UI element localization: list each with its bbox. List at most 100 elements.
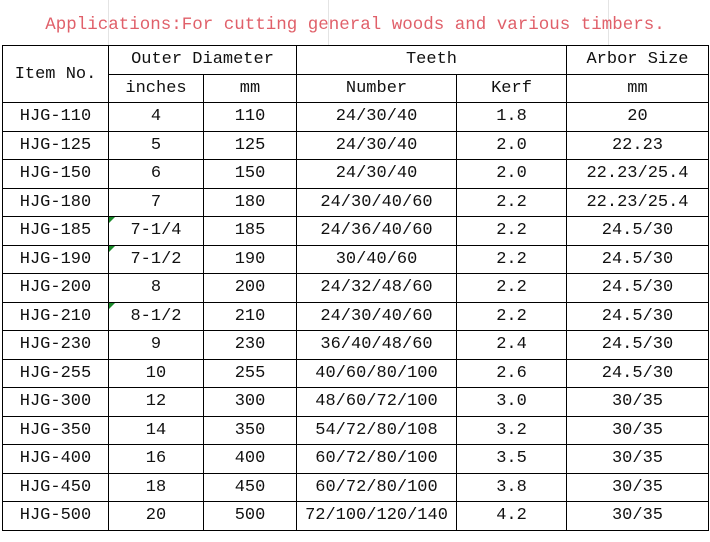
cell-item-no: HJG-210 — [2, 301, 109, 331]
cell-item-no: HJG-185 — [2, 216, 109, 246]
table-row: HJG-400 16 400 60/72/80/100 3.5 30/35 — [2, 444, 709, 474]
cell-arbor-size: 22.23/25.4 — [566, 187, 709, 217]
cell-inches: 7 — [108, 187, 204, 217]
cell-arbor-size: 30/35 — [566, 501, 709, 531]
cell-mm: 450 — [203, 472, 297, 502]
cell-mm: 210 — [203, 301, 297, 331]
cell-mm: 180 — [203, 187, 297, 217]
applications-title: Applications:For cutting general woods a… — [45, 15, 665, 35]
header-kerf: Kerf — [456, 73, 567, 103]
cell-inches: 7-1/4 — [108, 216, 204, 246]
cell-teeth-number: 48/60/72/100 — [296, 387, 457, 417]
cell-inches: 10 — [108, 358, 204, 388]
cell-arbor-size: 30/35 — [566, 387, 709, 417]
cell-inches: 12 — [108, 387, 204, 417]
cell-arbor-size: 22.23 — [566, 130, 709, 160]
cell-teeth-number: 60/72/80/100 — [296, 472, 457, 502]
cell-inches: 5 — [108, 130, 204, 160]
cell-kerf: 3.8 — [456, 472, 567, 502]
header-outer-diameter: Outer Diameter — [108, 45, 297, 75]
cell-kerf: 3.5 — [456, 444, 567, 474]
cell-kerf: 2.2 — [456, 273, 567, 303]
table-row: HJG-255 10 255 40/60/80/100 2.6 24.5/30 — [2, 358, 709, 388]
table-row: HJG-125 5 125 24/30/40 2.0 22.23 — [2, 130, 709, 160]
header-item-no: Item No. — [2, 45, 109, 103]
cell-mm: 255 — [203, 358, 297, 388]
header-teeth: Teeth — [296, 45, 567, 75]
cell-arbor-size: 24.5/30 — [566, 301, 709, 331]
cell-arbor-size: 30/35 — [566, 472, 709, 502]
cell-mm: 400 — [203, 444, 297, 474]
cell-teeth-number: 24/30/40 — [296, 130, 457, 160]
cell-arbor-size: 30/35 — [566, 444, 709, 474]
cell-arbor-size: 24.5/30 — [566, 273, 709, 303]
cell-mm: 185 — [203, 216, 297, 246]
cell-item-no: HJG-450 — [2, 472, 109, 502]
table-row: HJG-300 12 300 48/60/72/100 3.0 30/35 — [2, 387, 709, 417]
cell-item-no: HJG-350 — [2, 415, 109, 445]
cell-item-no: HJG-110 — [2, 102, 109, 132]
table-row: HJG-200 8 200 24/32/48/60 2.2 24.5/30 — [2, 273, 709, 303]
cell-kerf: 2.4 — [456, 330, 567, 360]
cell-arbor-size: 24.5/30 — [566, 330, 709, 360]
table-row: HJG-150 6 150 24/30/40 2.0 22.23/25.4 — [2, 159, 709, 189]
cell-mm: 350 — [203, 415, 297, 445]
cell-inches: 16 — [108, 444, 204, 474]
table-row: HJG-230 9 230 36/40/48/60 2.4 24.5/30 — [2, 330, 709, 360]
cell-mm: 110 — [203, 102, 297, 132]
cell-inches: 7-1/2 — [108, 244, 204, 274]
cell-item-no: HJG-500 — [2, 501, 109, 531]
cell-arbor-size: 24.5/30 — [566, 244, 709, 274]
cell-arbor-size: 22.23/25.4 — [566, 159, 709, 189]
cell-item-no: HJG-230 — [2, 330, 109, 360]
header-row-2: inches mm Number Kerf mm — [3, 73, 709, 103]
table-row: HJG-210 8-1/2 210 24/30/40/60 2.2 24.5/30 — [2, 301, 709, 331]
table-row: HJG-110 4 110 24/30/40 1.8 20 — [2, 102, 709, 132]
cell-mm: 500 — [203, 501, 297, 531]
header-arbor-unit: mm — [566, 73, 709, 103]
cell-arbor-size: 30/35 — [566, 415, 709, 445]
table-row: HJG-350 14 350 54/72/80/108 3.2 30/35 — [2, 415, 709, 445]
cell-inches: 20 — [108, 501, 204, 531]
cell-kerf: 1.8 — [456, 102, 567, 132]
cell-mm: 200 — [203, 273, 297, 303]
header-arbor-size: Arbor Size — [566, 45, 709, 75]
header-number: Number — [296, 73, 457, 103]
table-row: HJG-190 7-1/2 190 30/40/60 2.2 24.5/30 — [2, 244, 709, 274]
cell-inches: 8-1/2 — [108, 301, 204, 331]
header-mm: mm — [203, 73, 297, 103]
cell-inches: 9 — [108, 330, 204, 360]
cell-item-no: HJG-200 — [2, 273, 109, 303]
cell-item-no: HJG-180 — [2, 187, 109, 217]
cell-kerf: 2.2 — [456, 244, 567, 274]
header-row-1: Item No. Outer Diameter Teeth Arbor Size — [2, 45, 709, 103]
cell-teeth-number: 24/36/40/60 — [296, 216, 457, 246]
cell-item-no: HJG-300 — [2, 387, 109, 417]
cell-mm: 125 — [203, 130, 297, 160]
cell-teeth-number: 30/40/60 — [296, 244, 457, 274]
cell-inches: 18 — [108, 472, 204, 502]
cell-teeth-number: 36/40/48/60 — [296, 330, 457, 360]
cell-arbor-size: 20 — [566, 102, 709, 132]
table-row: HJG-450 18 450 60/72/80/100 3.8 30/35 — [2, 472, 709, 502]
table-row: HJG-185 7-1/4 185 24/36/40/60 2.2 24.5/30 — [2, 216, 709, 246]
cell-arbor-size: 24.5/30 — [566, 216, 709, 246]
cell-item-no: HJG-150 — [2, 159, 109, 189]
table-row: HJG-180 7 180 24/30/40/60 2.2 22.23/25.4 — [2, 187, 709, 217]
cell-item-no: HJG-255 — [2, 358, 109, 388]
cell-teeth-number: 24/30/40 — [296, 159, 457, 189]
cell-kerf: 2.6 — [456, 358, 567, 388]
cell-inches: 4 — [108, 102, 204, 132]
cell-mm: 230 — [203, 330, 297, 360]
cell-kerf: 2.2 — [456, 216, 567, 246]
cell-kerf: 3.2 — [456, 415, 567, 445]
cell-kerf: 4.2 — [456, 501, 567, 531]
cell-mm: 190 — [203, 244, 297, 274]
cell-teeth-number: 60/72/80/100 — [296, 444, 457, 474]
cell-teeth-number: 24/32/48/60 — [296, 273, 457, 303]
cell-mm: 300 — [203, 387, 297, 417]
cell-teeth-number: 40/60/80/100 — [296, 358, 457, 388]
cell-teeth-number: 54/72/80/108 — [296, 415, 457, 445]
header-inches: inches — [108, 73, 204, 103]
cell-teeth-number: 24/30/40 — [296, 102, 457, 132]
